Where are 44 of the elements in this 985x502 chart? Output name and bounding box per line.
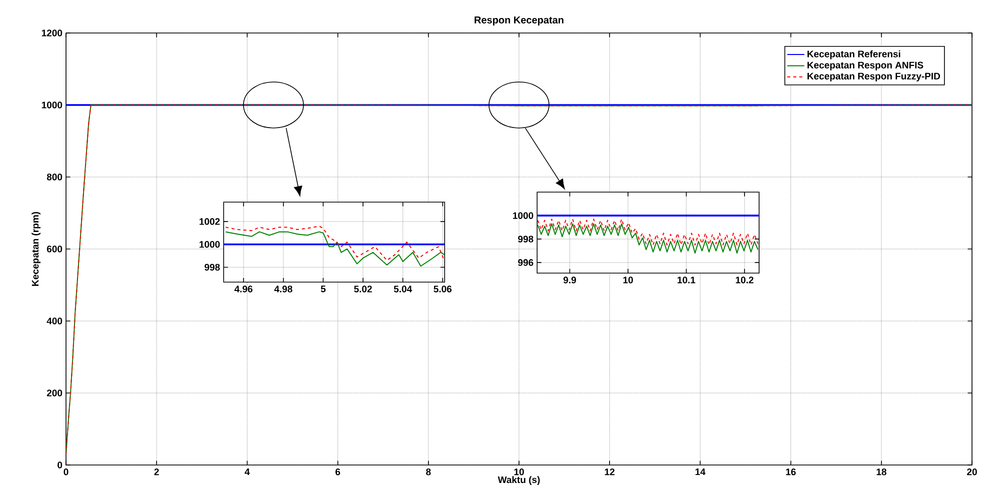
x-tick-label: 10 [623,276,633,284]
legend-label: Kecepatan Referensi [808,50,900,60]
x-tick-label: 18 [876,468,886,476]
line-series [537,223,758,254]
x-tick-label: 5.02 [354,286,372,292]
y-tick-label: 800 [46,174,62,180]
x-tick-label: 9.9 [563,276,576,284]
legend-label: Kecepatan Respon Fuzzy-PID [808,72,940,82]
x-tick-label: 2 [154,468,159,476]
y-tick-label: 1000 [42,102,62,108]
x-tick-label: 5.04 [394,286,412,292]
y-tick-label: 998 [518,236,534,242]
x-tick-label: 4 [244,468,250,476]
x-axis-title: Waktu (s) [498,476,540,485]
y-tick-label: 600 [46,246,62,252]
y-tick-label: 996 [518,259,534,266]
line-series [225,231,445,267]
legend-label: Kecepatan Respon ANFIS [808,62,924,70]
x-tick-label: 6 [336,468,340,476]
chart-title: Respon Kecepatan [474,16,564,26]
y-tick-label: 1000 [513,212,534,219]
x-tick-label: 4.98 [274,286,292,292]
x-tick-label: 10.1 [678,276,696,284]
x-tick-label: 4.96 [234,286,252,292]
y-tick-label: 0 [58,462,62,468]
y-tick-label: 400 [46,318,62,324]
y-tick-label: 1002 [200,218,220,225]
x-tick-label: 16 [786,468,796,476]
y-tick-label: 1200 [42,30,62,36]
x-tick-label: 0 [64,468,68,476]
line-series [225,226,445,262]
x-tick-label: 20 [967,468,977,476]
x-tick-label: 5 [320,286,326,292]
y-tick-label: 998 [204,264,220,271]
line-series [537,218,758,246]
x-tick-label: 8 [426,468,431,476]
x-tick-label: 10 [514,468,524,476]
y-axis-title: Kecepatan (rpm) [32,212,40,286]
y-tick-label: 1000 [200,241,220,248]
x-tick-label: 5.06 [434,286,452,292]
x-tick-label: 14 [696,468,706,476]
y-tick-label: 200 [46,390,62,396]
x-tick-label: 10.2 [736,276,754,284]
x-tick-label: 12 [604,468,615,476]
